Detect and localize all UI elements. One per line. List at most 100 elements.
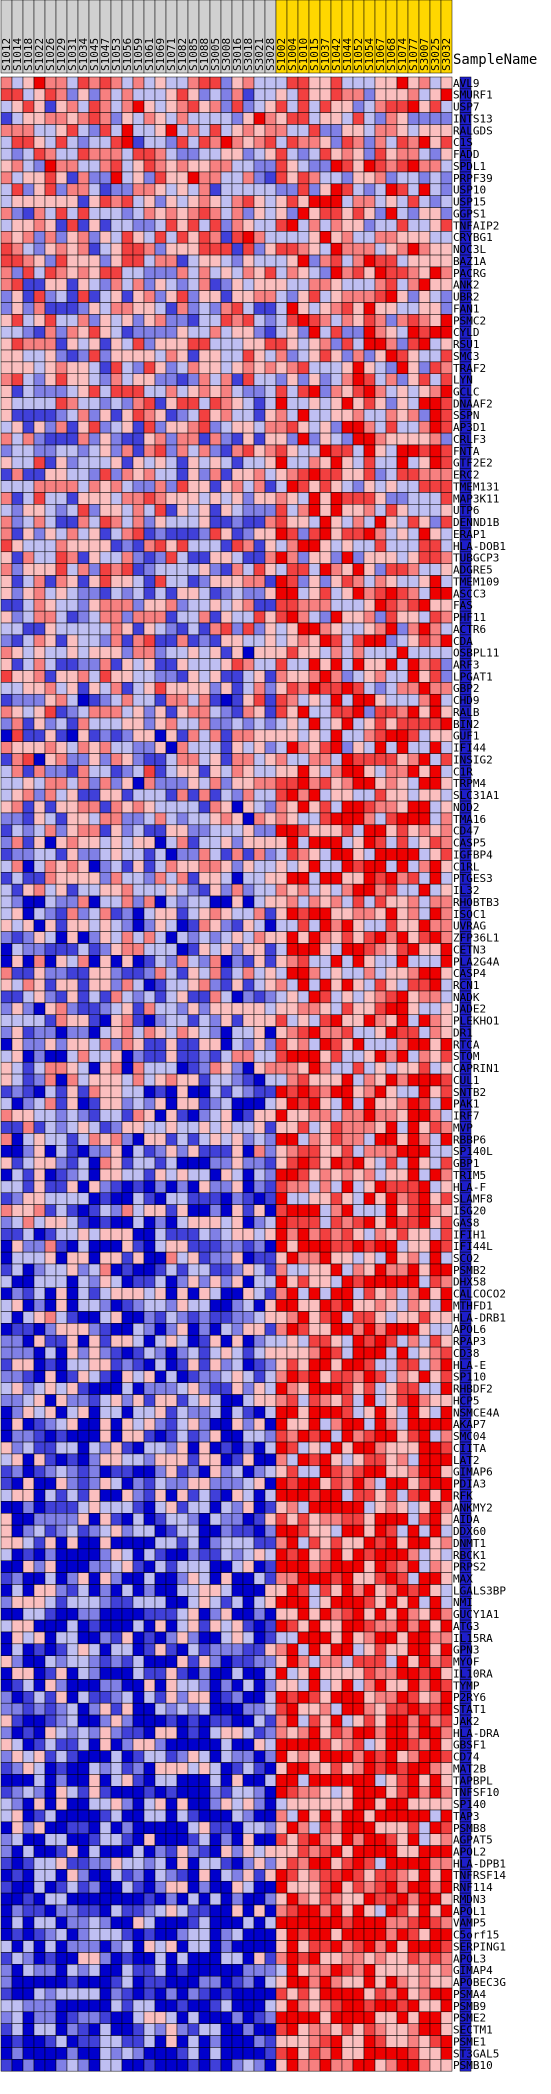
heatmap-cell <box>132 1180 145 1194</box>
heatmap-cell <box>220 527 233 541</box>
heatmap-cell <box>77 1287 90 1300</box>
heatmap-cell <box>407 527 420 541</box>
heatmap-cell <box>319 147 332 161</box>
heatmap-cell <box>253 456 266 469</box>
heatmap-cell <box>187 1453 200 1467</box>
heatmap-cell <box>231 1085 244 1099</box>
heatmap-cell <box>198 1334 211 1348</box>
heatmap-cell <box>297 492 310 505</box>
heatmap-cell <box>165 824 178 837</box>
heatmap-cell <box>440 456 453 469</box>
heatmap-cell <box>0 1061 13 1075</box>
heatmap-cell <box>132 1465 145 1478</box>
heatmap-cell <box>165 373 178 386</box>
heatmap-cell <box>330 1465 343 1478</box>
heatmap-cell <box>187 1489 200 1502</box>
heatmap-cell <box>143 646 156 659</box>
heatmap-cell <box>341 812 354 826</box>
heatmap-cell <box>407 1465 420 1478</box>
heatmap-cell <box>363 1121 376 1134</box>
heatmap-cell <box>0 361 13 375</box>
heatmap-cell <box>88 385 101 398</box>
heatmap-cell <box>330 693 343 707</box>
heatmap-cell <box>418 231 431 244</box>
heatmap-cell <box>11 599 24 612</box>
heatmap-cell <box>440 231 453 244</box>
heatmap-cell <box>55 539 68 553</box>
heatmap-cell <box>407 397 420 410</box>
heatmap-cell <box>66 527 79 541</box>
heatmap-cell <box>396 515 409 529</box>
heatmap-cell <box>44 112 57 125</box>
heatmap-cell <box>242 1465 255 1478</box>
heatmap-cell <box>407 1323 420 1336</box>
heatmap-cell <box>253 1287 266 1300</box>
heatmap-cell <box>143 124 156 137</box>
heatmap-cell <box>99 337 112 351</box>
heatmap-cell <box>198 278 211 291</box>
heatmap-cell <box>22 1287 35 1300</box>
heatmap-cell <box>231 670 244 683</box>
heatmap-cell <box>176 1014 189 1027</box>
heatmap-cell <box>33 943 46 956</box>
heatmap-cell <box>209 1453 222 1467</box>
heatmap-cell <box>308 634 321 648</box>
heatmap-cell <box>330 729 343 742</box>
heatmap-cell <box>319 1275 332 1288</box>
heatmap-cell <box>88 409 101 422</box>
heatmap-cell <box>22 1145 35 1158</box>
heatmap-cell <box>121 788 134 802</box>
heatmap-cell <box>121 610 134 624</box>
heatmap-cell <box>143 1180 156 1194</box>
heatmap-cell <box>220 693 233 707</box>
heatmap-cell <box>374 207 387 220</box>
heatmap-cell <box>429 1382 442 1395</box>
heatmap-cell <box>154 1287 167 1300</box>
heatmap-cell <box>363 872 376 885</box>
heatmap-cell <box>198 1097 211 1110</box>
heatmap-cell <box>396 931 409 944</box>
heatmap-cell <box>220 195 233 208</box>
heatmap-cell <box>396 171 409 185</box>
heatmap-cell <box>22 1097 35 1110</box>
heatmap-cell <box>121 919 134 932</box>
heatmap-cell <box>385 1453 398 1467</box>
heatmap-cell <box>407 231 420 244</box>
heatmap-cell <box>66 587 79 600</box>
heatmap-cell <box>154 100 167 113</box>
heatmap-cell <box>22 919 35 932</box>
heatmap-cell <box>275 1050 288 1063</box>
heatmap-cell <box>132 314 145 327</box>
heatmap-cell <box>11 100 24 113</box>
heatmap-cell <box>198 1121 211 1134</box>
heatmap-cell <box>88 219 101 232</box>
heatmap-cell <box>110 480 123 493</box>
heatmap-cell <box>341 1346 354 1360</box>
heatmap-cell <box>308 978 321 992</box>
heatmap-cell <box>110 705 123 719</box>
heatmap-cell <box>418 1168 431 1182</box>
heatmap-cell <box>242 1489 255 1502</box>
heatmap-cell <box>352 765 365 778</box>
heatmap-cell <box>374 990 387 1004</box>
heatmap-cell <box>110 872 123 885</box>
heatmap-cell <box>352 266 365 280</box>
heatmap-cell <box>132 302 145 315</box>
heatmap-cell <box>308 563 321 576</box>
heatmap-cell <box>286 420 299 434</box>
heatmap-cell <box>308 1014 321 1027</box>
heatmap-cell <box>88 1346 101 1360</box>
heatmap-cell <box>297 705 310 719</box>
heatmap-cell <box>55 1133 68 1146</box>
heatmap-cell <box>396 575 409 588</box>
heatmap-cell <box>220 575 233 588</box>
heatmap-cell <box>209 622 222 636</box>
heatmap-cell <box>110 147 123 161</box>
heatmap-cell <box>143 76 156 90</box>
heatmap-cell <box>0 1382 13 1395</box>
heatmap-cell <box>11 1085 24 1099</box>
column-label: S3008 <box>220 38 233 71</box>
heatmap-cell <box>88 943 101 956</box>
heatmap-cell <box>176 919 189 932</box>
heatmap-cell <box>44 693 57 707</box>
